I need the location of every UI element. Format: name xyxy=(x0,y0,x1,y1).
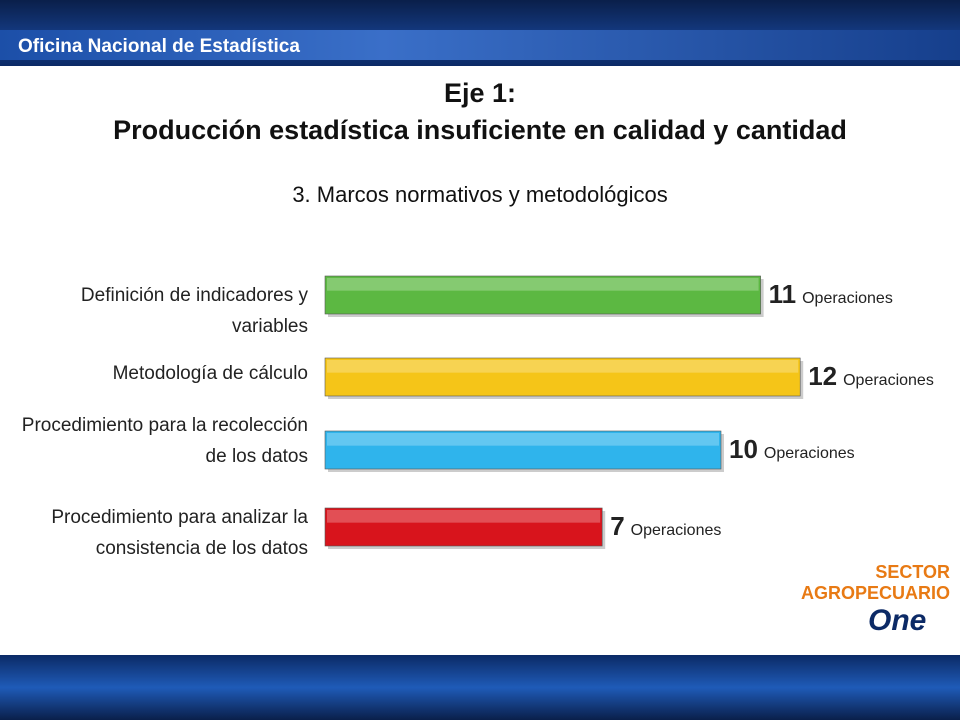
header-band: Oficina Nacional de Estadística xyxy=(0,0,960,66)
logo-line: AGROPECUARIO xyxy=(800,583,950,603)
value-label: 7 xyxy=(610,511,624,541)
bar xyxy=(324,507,603,547)
value-suffix: Operaciones xyxy=(764,445,855,462)
value-label: 10 xyxy=(729,434,758,464)
logo-brand: One xyxy=(868,604,927,637)
header-stripe xyxy=(0,30,960,60)
value-suffix: Operaciones xyxy=(843,372,934,389)
bar-highlight xyxy=(327,510,601,523)
bar-highlight xyxy=(327,360,799,373)
value-label: 11 xyxy=(769,279,797,309)
value-label: 12 xyxy=(808,361,837,391)
value-suffix: Operaciones xyxy=(802,290,893,307)
bar xyxy=(324,357,801,397)
logo-text: SECTOR AGROPECUARIO xyxy=(790,562,950,604)
value-suffix: Operaciones xyxy=(631,522,722,539)
category-label: Procedimiento para la recolección de los… xyxy=(21,415,308,467)
footer-band xyxy=(0,655,960,720)
bar-highlight xyxy=(327,278,759,291)
category-label: Metodología de cálculo xyxy=(112,363,308,384)
subtitle: Producción estadística insuficiente en c… xyxy=(113,115,847,145)
category-label: Definición de indicadores y variables xyxy=(80,285,308,337)
category-label: Procedimiento para analizar la consisten… xyxy=(51,507,308,559)
bar-highlight xyxy=(327,433,719,446)
title: Eje 1: xyxy=(443,78,517,108)
header-title: Oficina Nacional de Estadística xyxy=(18,36,300,57)
bar xyxy=(324,430,722,470)
chart-title: 3. Marcos normativos y metodológicos xyxy=(292,182,668,207)
logo-line: SECTOR xyxy=(875,562,950,582)
bar xyxy=(324,275,761,315)
